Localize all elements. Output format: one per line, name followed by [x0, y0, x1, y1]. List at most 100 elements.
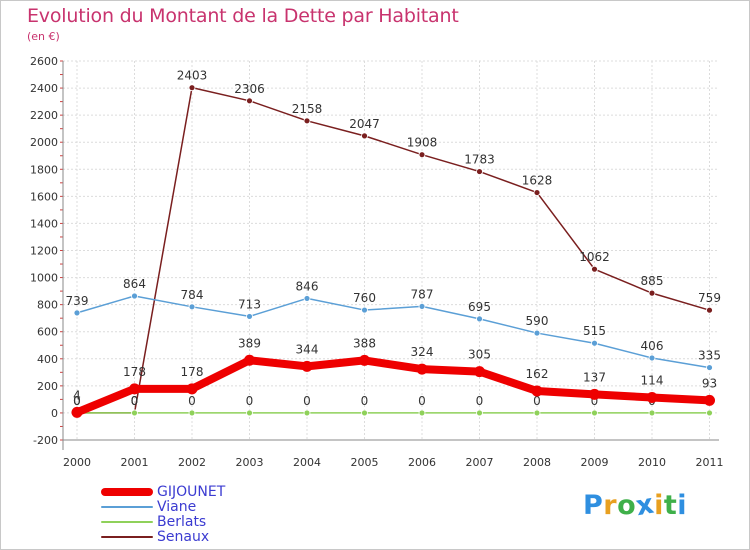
data-label-gijounet: 162: [526, 367, 549, 381]
data-point-berlats: [361, 409, 368, 417]
x-tick-label: 2009: [581, 456, 609, 469]
data-label-senaux: 2158: [292, 102, 323, 116]
y-tick-label: 1000: [30, 272, 58, 285]
data-label-senaux: 2047: [349, 117, 380, 131]
y-tick-label: 1400: [30, 217, 58, 230]
data-point-viane: [706, 364, 713, 371]
data-point-gijounet: [359, 354, 370, 366]
x-tick-label: 2005: [351, 456, 379, 469]
legend-label: Senaux: [157, 529, 210, 545]
x-tick-label: 2006: [408, 456, 436, 469]
x-tick-label: 2008: [523, 456, 551, 469]
data-label-berlats: 0: [476, 394, 484, 408]
data-label-senaux: 1783: [464, 153, 495, 167]
data-label-gijounet: 93: [702, 376, 717, 390]
data-label-berlats: 0: [131, 394, 139, 408]
data-label-gijounet: 137: [583, 370, 606, 384]
data-label-viane: 335: [698, 349, 721, 363]
data-point-senaux: [418, 151, 426, 159]
data-point-gijounet: [301, 360, 313, 372]
data-label-berlats: 0: [303, 394, 311, 408]
x-tick-label: 2003: [236, 456, 264, 469]
series-line-gijounet: [73, 356, 714, 417]
data-point-gijounet: [474, 366, 485, 378]
data-point-viane: [303, 295, 311, 302]
logo-letter: t: [663, 490, 678, 521]
y-tick-label: 1200: [30, 245, 58, 258]
data-label-berlats: 0: [591, 394, 599, 408]
data-label-viane: 695: [468, 300, 491, 314]
legend-label: Viane: [157, 499, 197, 515]
proxiti-logo: Proxiti: [583, 489, 687, 523]
y-tick-label: 800: [37, 299, 58, 312]
data-label-viane: 713: [238, 297, 261, 311]
data-point-viane: [188, 303, 196, 311]
legend-label: Berlats: [157, 514, 207, 530]
data-point-berlats: [131, 409, 138, 417]
data-point-gijounet: [704, 394, 715, 406]
data-label-viane: 739: [66, 294, 89, 308]
data-point-berlats: [533, 409, 541, 417]
legend-swatch: [101, 521, 153, 523]
data-label-gijounet: 324: [411, 345, 434, 359]
legend-label: GIJOUNET: [157, 484, 226, 500]
y-tick-label: 400: [37, 353, 58, 366]
data-label-berlats: 0: [73, 394, 81, 408]
data-point-viane: [533, 329, 541, 337]
data-label-gijounet: 305: [468, 348, 491, 362]
data-label-berlats: 0: [418, 394, 426, 408]
data-point-gijounet: [646, 391, 658, 403]
data-point-senaux: [361, 132, 368, 140]
data-label-gijounet: 389: [238, 336, 261, 350]
data-label-senaux: 1628: [522, 174, 553, 188]
x-tick-label: 2007: [466, 456, 494, 469]
data-label-senaux: 1062: [579, 250, 610, 264]
data-point-viane: [418, 303, 426, 310]
data-label-viane: 787: [411, 287, 434, 301]
series-line-viane: [76, 295, 711, 369]
data-label-viane: 784: [181, 288, 204, 302]
data-label-senaux: 2403: [177, 69, 208, 83]
data-point-senaux: [303, 117, 311, 125]
data-label-berlats: 0: [361, 394, 369, 408]
legend-swatch: [101, 536, 153, 538]
legend-swatch: [101, 506, 153, 508]
logo-letter: i: [654, 490, 664, 521]
data-label-senaux: 759: [698, 291, 721, 305]
y-tick-label: 200: [37, 380, 58, 393]
data-label-viane: 590: [526, 314, 549, 328]
data-point-viane: [361, 306, 368, 314]
data-point-viane: [73, 309, 81, 317]
data-label-gijounet: 114: [641, 373, 664, 387]
y-tick-label: 1800: [30, 163, 58, 176]
x-tick-label: 2010: [638, 456, 666, 469]
data-point-berlats: [706, 409, 713, 417]
data-label-viane: 406: [641, 339, 664, 353]
chart-subtitle: (en €): [27, 30, 60, 43]
data-point-viane: [246, 313, 253, 320]
logo-letter: P: [583, 490, 604, 521]
data-label-gijounet: 4: [73, 388, 81, 402]
data-point-viane: [591, 339, 598, 347]
data-point-senaux: [706, 306, 713, 314]
data-point-senaux: [648, 289, 656, 297]
data-point-berlats: [303, 409, 311, 417]
data-point-gijounet: [129, 383, 140, 395]
y-tick-label: 1600: [30, 190, 58, 203]
x-tick-label: 2001: [121, 456, 149, 469]
data-point-senaux: [476, 168, 483, 175]
data-label-berlats: 0: [188, 394, 196, 408]
y-tick-label: -200: [33, 434, 58, 447]
logo-letter: r: [603, 490, 618, 521]
data-point-berlats: [591, 409, 598, 417]
data-point-gijounet: [71, 406, 83, 418]
chart-title: Evolution du Montant de la Dette par Hab…: [27, 5, 459, 27]
data-label-berlats: 0: [246, 394, 254, 408]
data-point-gijounet: [186, 383, 198, 395]
y-tick-label: 0: [51, 407, 58, 420]
data-point-berlats: [476, 409, 483, 417]
data-point-gijounet: [531, 385, 543, 397]
y-tick-label: 2600: [30, 55, 58, 68]
data-point-berlats: [418, 409, 426, 417]
